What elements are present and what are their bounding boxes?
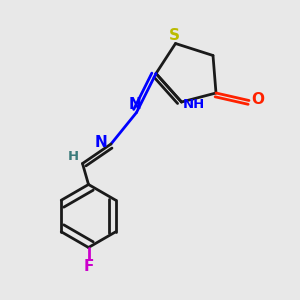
Text: S: S (169, 28, 179, 43)
Text: H: H (67, 150, 79, 164)
Text: N: N (95, 135, 108, 150)
Text: F: F (83, 259, 94, 274)
Text: O: O (251, 92, 265, 106)
Text: N: N (129, 97, 141, 112)
Text: NH: NH (183, 98, 205, 112)
